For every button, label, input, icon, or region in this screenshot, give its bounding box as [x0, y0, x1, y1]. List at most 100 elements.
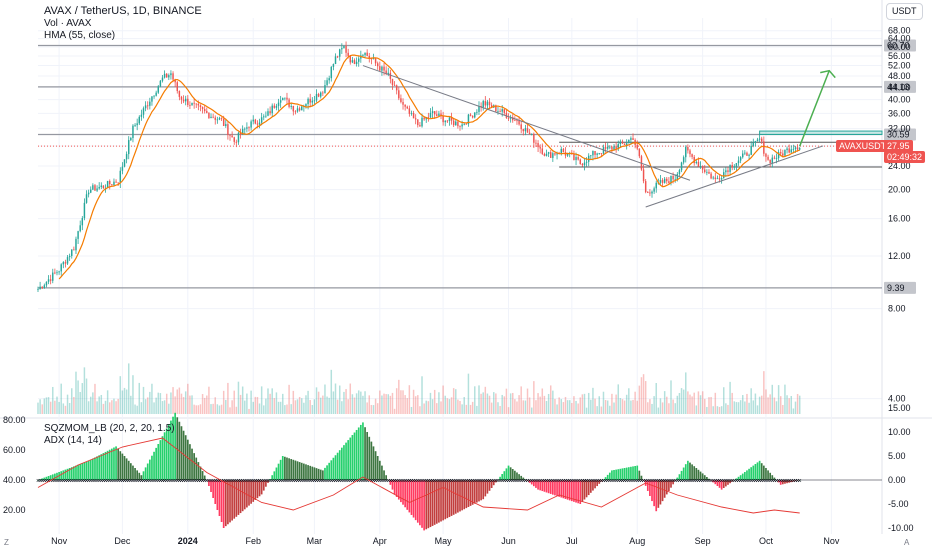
- candle-body: [419, 125, 421, 127]
- volume-bar: [613, 402, 615, 414]
- squeeze-dot: ×: [395, 478, 399, 485]
- momentum-bar: [123, 456, 126, 480]
- squeeze-dot: ×: [397, 478, 401, 485]
- volume-bar: [471, 401, 474, 414]
- squeeze-dot: ×: [530, 478, 534, 485]
- candle-body: [62, 262, 65, 265]
- momentum-bar: [433, 480, 436, 525]
- volume-bar: [385, 394, 387, 414]
- candle-body: [708, 171, 710, 174]
- momentum-bar: [737, 476, 740, 480]
- squeeze-dot: ×: [258, 478, 262, 485]
- candle-body: [178, 91, 181, 97]
- volume-bar: [796, 393, 799, 414]
- momentum-bar: [159, 440, 162, 480]
- momentum-bar: [176, 417, 179, 480]
- squeeze-dot: ×: [281, 478, 285, 485]
- candle-body: [391, 78, 394, 85]
- squeeze-dot: ×: [169, 478, 173, 485]
- volume-bar: [246, 393, 248, 414]
- volume-bar: [427, 401, 430, 414]
- volume-bar: [277, 401, 280, 414]
- momentum-bar: [146, 463, 149, 480]
- momentum-bar: [562, 480, 565, 499]
- momentum-bar: [589, 480, 592, 493]
- volume-bar: [518, 395, 520, 414]
- volume-bar: [748, 402, 750, 414]
- corner-left-label[interactable]: Z: [4, 538, 9, 547]
- volume-bar: [161, 401, 164, 414]
- corner-right-label[interactable]: A: [904, 538, 910, 547]
- candle-body: [347, 52, 349, 57]
- momentum-bar: [465, 480, 468, 509]
- momentum-bar: [665, 480, 668, 495]
- x-tick-label: Nov: [823, 536, 840, 546]
- volume-bar: [556, 404, 558, 414]
- candle-body: [663, 178, 666, 183]
- candle-body: [248, 127, 250, 129]
- volume-bar: [288, 384, 290, 414]
- volume-bar: [512, 392, 514, 414]
- momentum-bar: [526, 480, 529, 482]
- momentum-bar: [262, 480, 265, 491]
- candle-body: [771, 157, 774, 164]
- squeeze-dot: ×: [646, 478, 650, 485]
- candle-body: [666, 178, 668, 182]
- currency-button[interactable]: USDT: [886, 3, 923, 20]
- squeeze-dot: ×: [591, 478, 595, 485]
- momentum-bar: [77, 464, 79, 480]
- candle-body: [476, 111, 478, 113]
- volume-bar: [193, 404, 195, 414]
- candle-body: [275, 105, 278, 108]
- candle-body: [767, 156, 769, 160]
- volume-bar: [256, 396, 259, 414]
- squeeze-dot: ×: [82, 478, 86, 485]
- volume-bar: [237, 381, 240, 414]
- squeeze-dot: ×: [561, 478, 565, 485]
- candle-body: [94, 185, 96, 191]
- volume-bar: [313, 399, 316, 414]
- squeeze-dot: ×: [694, 478, 698, 485]
- volume-bar: [509, 393, 512, 414]
- squeeze-dot: ×: [652, 478, 656, 485]
- volume-bar: [231, 400, 233, 414]
- volume-bar: [81, 383, 84, 414]
- volume-bar: [798, 395, 801, 414]
- volume-bar: [642, 374, 645, 414]
- volume-bar: [351, 394, 354, 414]
- candle-body: [746, 152, 748, 156]
- squeeze-dot: ×: [336, 478, 340, 485]
- squeeze-dot: ×: [616, 478, 620, 485]
- momentum-bar: [516, 472, 518, 480]
- candle-body: [161, 77, 164, 81]
- x-tick-label: 2024: [178, 536, 198, 546]
- squeeze-dot: ×: [101, 478, 105, 485]
- level-tag: [884, 80, 916, 93]
- momentum-bar: [191, 448, 193, 480]
- squeeze-dot: ×: [779, 478, 783, 485]
- candle-body: [130, 138, 132, 141]
- grid: [0, 0, 932, 534]
- momentum-bar: [220, 480, 223, 522]
- squeeze-dot: ×: [454, 478, 458, 485]
- candle-body: [102, 185, 105, 189]
- candle-body: [98, 186, 100, 189]
- candle-body: [180, 96, 183, 100]
- volume-bar: [357, 390, 360, 414]
- squeeze-dot: ×: [610, 478, 614, 485]
- candle-body: [379, 66, 381, 71]
- momentum-bar: [514, 470, 516, 480]
- volume-bar: [301, 398, 303, 414]
- axes: 68.0064.0060.0056.0052.0048.0044.0040.00…: [3, 26, 914, 546]
- candle-body: [250, 121, 252, 128]
- candle-body: [212, 116, 214, 118]
- squeeze-dot: ×: [612, 478, 616, 485]
- volume-bar: [189, 395, 191, 414]
- squeeze-dot: ×: [743, 478, 747, 485]
- squeeze-dot: ×: [677, 478, 681, 485]
- momentum-bar: [182, 430, 185, 480]
- volume-bar: [83, 367, 86, 414]
- candle-body: [676, 173, 679, 180]
- candle-body: [353, 60, 356, 65]
